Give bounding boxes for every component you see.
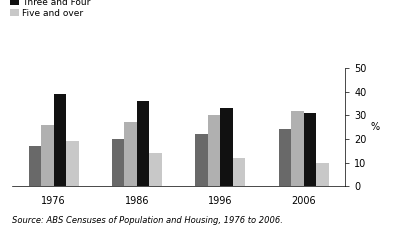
Bar [279,129,291,186]
Bar [208,115,220,186]
Legend: One, Two, Three and Four, Five and over: One, Two, Three and Four, Five and over [10,0,91,18]
Y-axis label: %: % [370,122,380,132]
Bar [316,163,329,186]
Bar [29,146,41,186]
Bar [137,101,149,186]
Bar [149,153,162,186]
Bar [291,111,304,186]
Bar [195,134,208,186]
Bar [233,158,245,186]
Bar [112,139,125,186]
Bar [66,141,79,186]
Bar [124,122,137,186]
Bar [220,108,233,186]
Bar [304,113,316,186]
Bar [54,94,66,186]
Text: Source: ABS Censuses of Population and Housing, 1976 to 2006.: Source: ABS Censuses of Population and H… [12,216,283,225]
Bar [41,125,54,186]
